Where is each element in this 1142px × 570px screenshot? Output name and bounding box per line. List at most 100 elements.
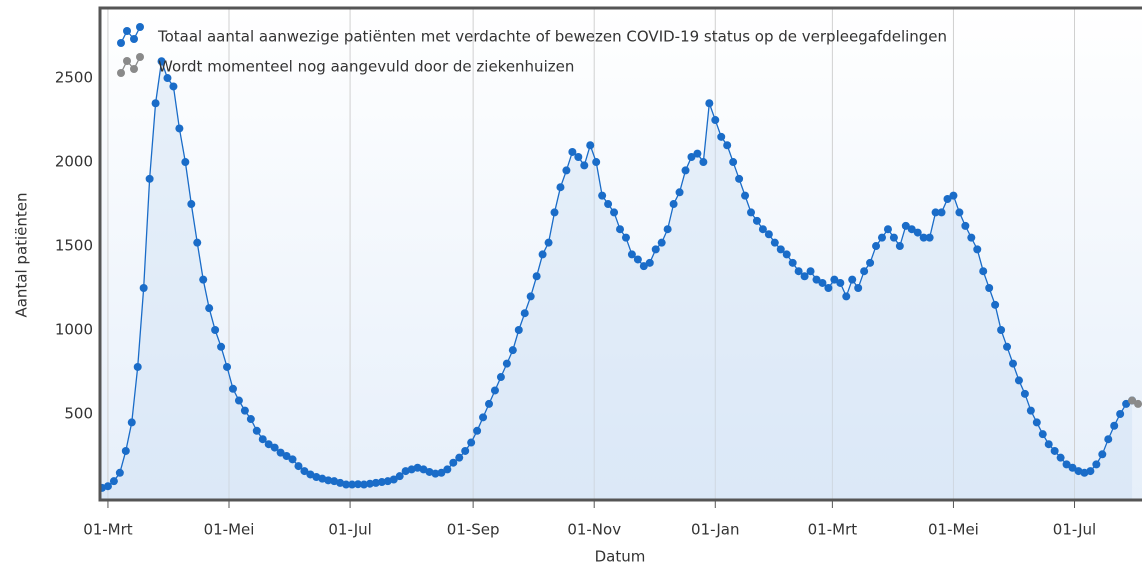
legend-marker (123, 57, 131, 65)
data-point (127, 418, 136, 427)
data-point (556, 183, 565, 192)
data-point (520, 309, 529, 318)
data-point (103, 482, 112, 491)
data-point (211, 326, 220, 335)
data-point (747, 208, 756, 217)
data-point (276, 448, 285, 457)
data-point (354, 480, 363, 489)
data-point (895, 242, 904, 251)
data-point (264, 440, 273, 449)
x-tick-label: 01-Jul (1053, 521, 1096, 539)
legend-marker (136, 23, 144, 31)
x-tick-label: 01-Mei (204, 521, 255, 539)
data-point (365, 479, 374, 488)
data-point (395, 472, 404, 481)
data-point (294, 462, 303, 471)
data-point (377, 478, 386, 487)
y-tick-label: 500 (64, 404, 93, 422)
data-point (544, 238, 553, 247)
data-point (157, 57, 166, 66)
data-point (502, 359, 511, 368)
data-point (913, 228, 922, 237)
data-point (955, 208, 964, 217)
data-point (175, 124, 184, 133)
data-point (151, 99, 160, 108)
data-point (788, 258, 797, 267)
data-point (181, 158, 190, 167)
data-point (496, 373, 505, 382)
data-point (1122, 399, 1131, 408)
data-point (437, 468, 446, 477)
data-point (473, 426, 482, 435)
data-point (943, 194, 952, 203)
data-point (675, 188, 684, 197)
data-point (1056, 453, 1065, 462)
data-point (550, 208, 559, 217)
data-point (574, 152, 583, 161)
data-point (1020, 389, 1029, 398)
data-point (699, 158, 708, 167)
data-point (169, 82, 178, 91)
data-point (723, 141, 732, 150)
data-point (883, 225, 892, 234)
data-point (985, 284, 994, 293)
data-point (776, 245, 785, 254)
data-point (270, 443, 279, 452)
data-point (616, 225, 625, 234)
data-point (187, 200, 196, 209)
data-point (1026, 406, 1035, 415)
data-point (246, 415, 255, 424)
data-point (907, 225, 916, 234)
data-point (889, 233, 898, 242)
data-point (645, 258, 654, 267)
data-point (1110, 421, 1119, 430)
data-point (741, 191, 750, 200)
data-point (258, 435, 267, 444)
data-point (621, 233, 630, 242)
data-point (443, 465, 452, 474)
data-point (639, 262, 648, 271)
data-point (764, 230, 773, 239)
legend-label: Wordt momenteel nog aangevuld door de zi… (158, 58, 574, 76)
data-point (872, 242, 881, 251)
data-point (812, 275, 821, 284)
data-point (610, 208, 619, 217)
data-point (234, 396, 243, 405)
data-point (580, 161, 589, 170)
data-point (657, 238, 666, 247)
data-point (901, 221, 910, 230)
data-point (1014, 376, 1023, 385)
data-point (925, 233, 934, 242)
data-point (1068, 463, 1077, 472)
data-point (348, 480, 357, 489)
data-point (687, 152, 696, 161)
data-point (705, 99, 714, 108)
data-point (121, 446, 130, 455)
data-point (562, 166, 571, 175)
x-axis-label: Datum (595, 548, 646, 566)
data-point (735, 174, 744, 183)
data-point (455, 453, 464, 462)
data-point (240, 406, 249, 415)
data-point (770, 238, 779, 247)
x-tick-label: 01-Mei (928, 521, 979, 539)
data-point (1104, 435, 1113, 444)
data-point (651, 245, 660, 254)
data-point (592, 158, 601, 167)
data-point (598, 191, 607, 200)
y-tick-label: 2500 (55, 69, 93, 87)
data-point (139, 284, 148, 293)
legend-marker (130, 35, 138, 43)
data-point (717, 132, 726, 141)
data-point (115, 468, 124, 477)
data-point (193, 238, 202, 247)
data-point (973, 245, 982, 254)
data-point (669, 200, 678, 209)
legend-marker (117, 39, 125, 47)
data-point (949, 191, 958, 200)
data-point (467, 438, 476, 447)
x-tick-label: 01-Jan (691, 521, 739, 539)
data-point (1008, 359, 1017, 368)
data-point (1032, 418, 1041, 427)
data-point (300, 467, 309, 476)
